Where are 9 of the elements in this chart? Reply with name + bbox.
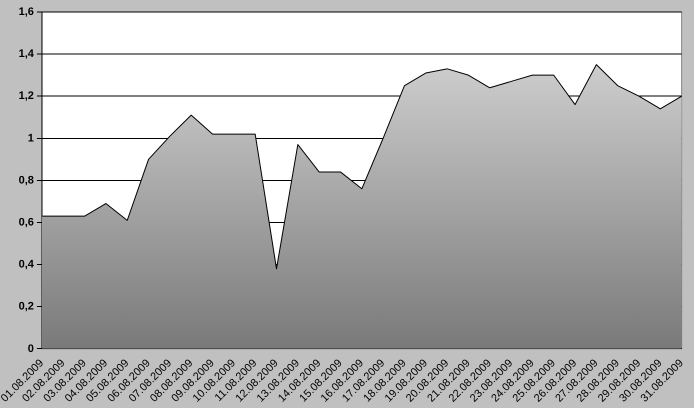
y-tick-label: 1,2 bbox=[18, 90, 34, 102]
y-tick-label: 0 bbox=[28, 342, 34, 355]
y-tick-label: 0,8 bbox=[18, 174, 34, 186]
y-tick-label: 0,4 bbox=[18, 258, 35, 271]
y-tick-label: 1 bbox=[28, 132, 34, 144]
y-tick-label: 1,6 bbox=[18, 6, 34, 18]
y-tick-label: 0,2 bbox=[18, 300, 34, 313]
y-tick-label: 1,4 bbox=[18, 48, 35, 60]
y-tick-label: 0,6 bbox=[18, 216, 34, 228]
